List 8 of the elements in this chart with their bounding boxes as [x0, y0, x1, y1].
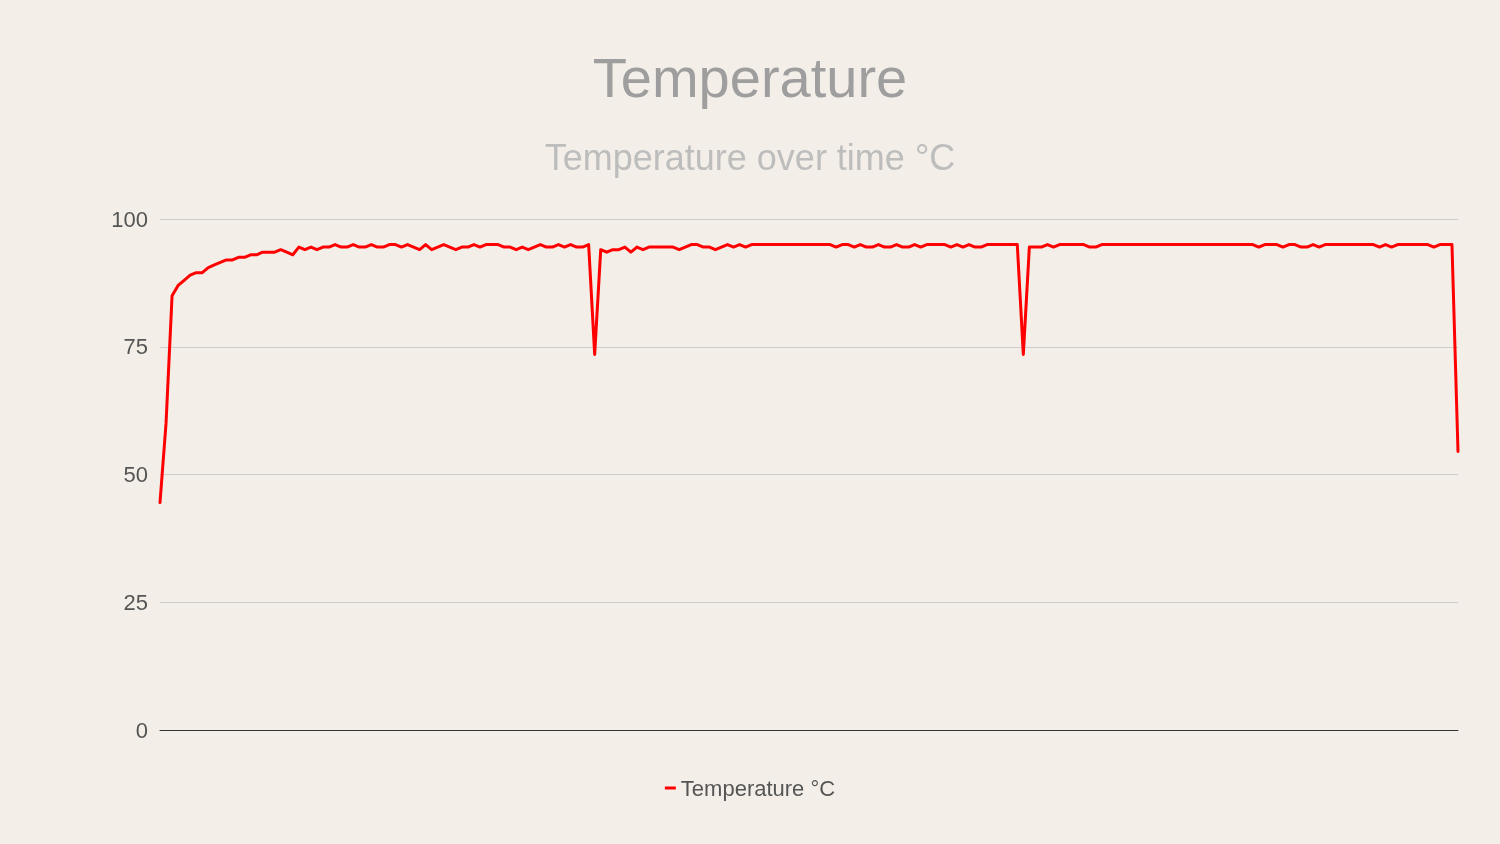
y-tick-label: 25 — [123, 589, 148, 615]
y-tick-label: 100 — [111, 206, 148, 232]
y-tick-label: 0 — [135, 717, 148, 743]
line-series — [158, 243, 1460, 505]
y-tick-label: 50 — [123, 462, 148, 487]
legend-label: Temperature °C — [680, 775, 836, 801]
chart-title: Temperature — [592, 45, 908, 109]
y-tick-label: 75 — [123, 334, 148, 360]
